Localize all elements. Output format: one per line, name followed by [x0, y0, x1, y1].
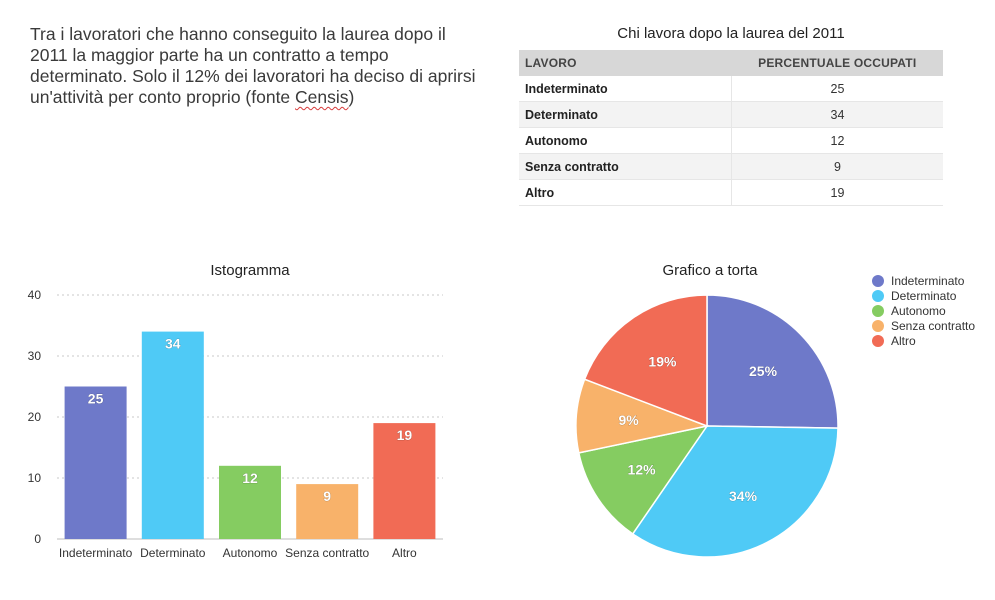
- legend-item: Indeterminato: [872, 273, 975, 288]
- bar: [296, 484, 359, 539]
- legend-label: Autonomo: [891, 303, 946, 318]
- data-table: LAVORO PERCENTUALE OCCUPATI Indeterminat…: [519, 50, 943, 206]
- bar-data-label: 25: [88, 391, 104, 407]
- pie-slice-label: 12%: [628, 462, 657, 478]
- bar-chart: 0 10 20 30 40 25 Indeterminato 34 Determinato 12 A…: [28, 288, 443, 560]
- column-header-lavoro: LAVORO: [519, 50, 732, 76]
- intro-text-end: ): [348, 87, 355, 107]
- table-row: Indeterminato 25: [519, 76, 943, 102]
- table-row: Altro 19: [519, 179, 943, 206]
- pie-slice: [631, 425, 839, 558]
- x-tick-label: Senza contratto: [285, 546, 369, 560]
- legend-swatch: [872, 274, 884, 287]
- bar-chart-title: Istogramma: [210, 262, 290, 279]
- table-cell-category: Senza contratto: [519, 153, 732, 180]
- table-cell-category: Altro: [519, 179, 732, 206]
- y-tick-label: 10: [28, 471, 42, 485]
- pie-legend: Indeterminato Determinato Autonomo Senza co…: [872, 273, 975, 348]
- bar: [141, 331, 204, 539]
- x-tick-label: Indeterminato: [59, 546, 133, 560]
- pie-slice-label: 25%: [749, 363, 778, 379]
- table-cell-value: 25: [731, 76, 943, 102]
- legend-swatch: [872, 334, 884, 347]
- y-tick-label: 0: [34, 532, 41, 546]
- table-row: Determinato 34: [519, 101, 943, 128]
- legend-swatch: [872, 289, 884, 302]
- table-cell-value: 12: [731, 127, 943, 154]
- legend-label: Senza contratto: [891, 318, 976, 333]
- x-tick-label: Autonomo: [223, 546, 278, 560]
- intro-source-word: Censis: [295, 87, 349, 107]
- table-cell-value: 9: [731, 153, 943, 180]
- pie-chart: 25% 34% 12% 9% 19%: [575, 294, 839, 558]
- table-cell-category: Autonomo: [519, 127, 732, 154]
- pie-slice: [583, 294, 708, 428]
- table-cell-value: 34: [731, 101, 943, 128]
- table-cell-value: 19: [731, 179, 943, 206]
- bar: [373, 423, 436, 539]
- bar: [219, 465, 281, 539]
- y-tick-label: 20: [28, 410, 42, 424]
- legend-item: Altro: [872, 333, 975, 348]
- pie-slice: [706, 294, 839, 429]
- column-header-percentuale: PERCENTUALE OCCUPATI: [731, 50, 943, 76]
- table-cell-category: Determinato: [519, 101, 732, 128]
- pie-slice-label: 9%: [619, 412, 640, 428]
- legend-swatch: [872, 304, 884, 317]
- bar-data-label: 12: [242, 470, 258, 486]
- legend-swatch: [872, 319, 884, 332]
- legend-label: Determinato: [891, 288, 957, 303]
- pie-slice: [577, 424, 709, 535]
- legend-label: Altro: [891, 333, 916, 348]
- legend-item: Determinato: [872, 288, 975, 303]
- data-table-panel: Chi lavora dopo la laurea del 2011 LAVOR…: [519, 24, 943, 206]
- table-row: Senza contratto 9: [519, 153, 943, 180]
- x-tick-label: Altro: [392, 546, 417, 560]
- intro-paragraph: Tra i lavoratori che hanno conseguito la…: [30, 24, 480, 108]
- bar: [64, 386, 127, 539]
- pie-chart-title: Grafico a torta: [662, 262, 758, 279]
- pie-slice-label: 34%: [729, 488, 758, 504]
- legend-item: Senza contratto: [872, 318, 975, 333]
- y-tick-label: 40: [28, 288, 42, 302]
- table-cell-category: Indeterminato: [519, 76, 732, 102]
- bar-data-label: 34: [165, 336, 181, 352]
- table-header-row: LAVORO PERCENTUALE OCCUPATI: [519, 50, 943, 76]
- bar-data-label: 9: [323, 488, 331, 504]
- intro-text: Tra i lavoratori che hanno conseguito la…: [30, 24, 476, 107]
- y-tick-label: 30: [28, 349, 42, 363]
- table-row: Autonomo 12: [519, 127, 943, 154]
- table-title: Chi lavora dopo la laurea del 2011: [617, 25, 845, 42]
- x-tick-label: Determinato: [140, 546, 206, 560]
- pie-slice-label: 19%: [648, 353, 677, 369]
- bar-data-label: 19: [397, 427, 413, 443]
- legend-label: Indeterminato: [891, 273, 965, 288]
- legend-item: Autonomo: [872, 303, 975, 318]
